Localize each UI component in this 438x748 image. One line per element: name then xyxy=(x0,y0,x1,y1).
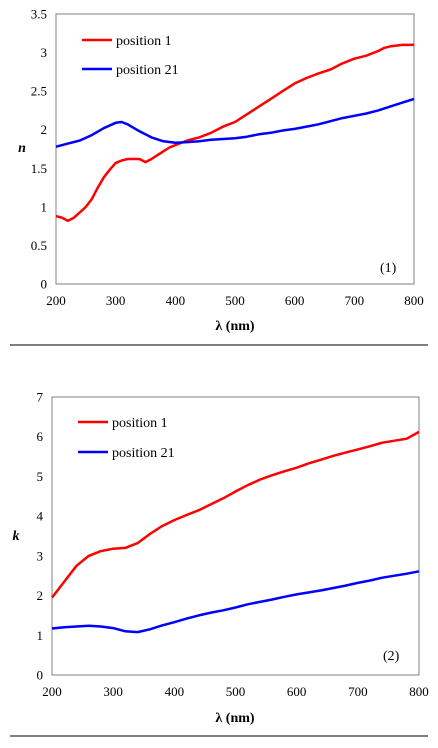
x-tick-label: 200 xyxy=(42,684,62,699)
y-tick-label: 2 xyxy=(41,122,48,137)
y-tick-label: 2.5 xyxy=(31,84,47,99)
x-tick-label: 800 xyxy=(404,293,424,308)
x-tick-label: 400 xyxy=(166,293,186,308)
y-tick-label: 1 xyxy=(41,199,48,214)
y-tick-label: 6 xyxy=(37,429,44,444)
x-tick-label: 600 xyxy=(287,684,307,699)
y-tick-labels: 0 0.5 1 1.5 2 2.5 3 3.5 xyxy=(31,7,47,292)
x-tick-label: 600 xyxy=(285,293,305,308)
x-tick-label: 200 xyxy=(46,293,66,308)
series-line-position-1 xyxy=(51,430,420,599)
x-tick-label: 300 xyxy=(106,293,126,308)
legend-label-position-21: position 21 xyxy=(116,63,179,78)
y-tick-label: 5 xyxy=(37,469,44,484)
y-tick-label: 3 xyxy=(37,548,44,563)
x-axis-title: λ (nm) xyxy=(215,319,254,334)
x-tick-labels: 200 300 400 500 600 700 800 xyxy=(46,293,424,308)
y-tick-label: 0 xyxy=(41,277,48,292)
x-tick-labels: 200 300 400 500 600 700 800 xyxy=(42,684,429,699)
chart-k: 0 1 2 3 4 5 6 7 200 300 400 500 600 700 800 position … xyxy=(13,390,429,727)
y-axis-title: n xyxy=(18,141,26,156)
x-tick-label: 300 xyxy=(103,684,123,699)
y-tick-label: 0.5 xyxy=(31,238,47,253)
panel-label: (1) xyxy=(380,261,397,276)
series-line-position-21 xyxy=(55,97,415,148)
y-tick-label: 3.5 xyxy=(31,7,47,22)
x-tick-label: 700 xyxy=(345,293,365,308)
y-tick-labels: 0 1 2 3 4 5 6 7 xyxy=(37,390,44,683)
plot-area-border xyxy=(55,13,415,285)
x-tick-label: 700 xyxy=(348,684,368,699)
y-tick-label: 3 xyxy=(41,45,48,60)
x-tick-label: 500 xyxy=(226,684,246,699)
legend: position 1 position 21 xyxy=(82,34,179,78)
series-lines xyxy=(51,430,420,634)
y-tick-label: 0 xyxy=(37,668,44,683)
x-tick-label: 400 xyxy=(165,684,185,699)
series-line-position-21 xyxy=(51,570,420,634)
plot-area-border xyxy=(51,396,420,676)
legend-label-position-21: position 21 xyxy=(112,446,175,461)
y-tick-label: 1.5 xyxy=(31,161,47,176)
legend: position 1 position 21 xyxy=(78,416,175,461)
y-tick-label: 4 xyxy=(37,509,44,524)
y-axis-title: k xyxy=(13,529,20,544)
legend-label-position-1: position 1 xyxy=(112,416,168,431)
panel-label: (2) xyxy=(383,649,400,664)
series-line-position-1 xyxy=(55,43,414,222)
y-tick-label: 2 xyxy=(37,588,44,603)
x-tick-label: 500 xyxy=(225,293,245,308)
x-tick-label: 800 xyxy=(409,684,429,699)
y-tick-label: 7 xyxy=(37,390,44,405)
series-lines xyxy=(55,43,415,222)
legend-label-position-1: position 1 xyxy=(116,34,172,49)
y-tick-label: 1 xyxy=(37,628,44,643)
x-axis-title: λ (nm) xyxy=(215,711,254,726)
chart-n: 0 0.5 1 1.5 2 2.5 3 3.5 200 300 400 500 600 700 800 p… xyxy=(18,7,424,335)
